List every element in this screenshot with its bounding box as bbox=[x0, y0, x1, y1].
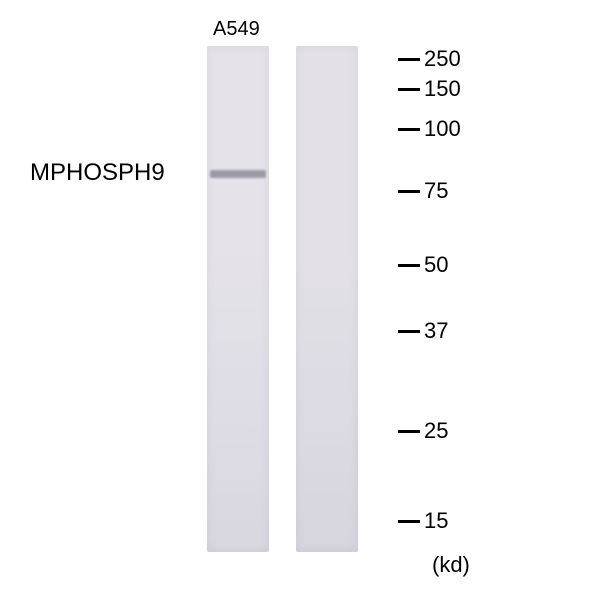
lane-0-band-0 bbox=[210, 170, 266, 178]
lane-1 bbox=[296, 46, 358, 552]
marker-text-4: 50 bbox=[424, 252, 448, 278]
western-blot-figure: MPHOSPH9 A549 250 150 100 75 50 37 25 15… bbox=[0, 0, 608, 608]
marker-tick-3 bbox=[398, 190, 420, 193]
marker-text-7: 15 bbox=[424, 508, 448, 534]
lane-label-0: A549 bbox=[213, 18, 260, 41]
marker-text-3: 75 bbox=[424, 178, 448, 204]
marker-text-1: 150 bbox=[424, 76, 461, 102]
marker-tick-2 bbox=[398, 128, 420, 131]
marker-tick-5 bbox=[398, 330, 420, 333]
marker-text-6: 25 bbox=[424, 418, 448, 444]
marker-text-2: 100 bbox=[424, 116, 461, 142]
marker-tick-4 bbox=[398, 264, 420, 267]
marker-text-5: 37 bbox=[424, 318, 448, 344]
marker-tick-6 bbox=[398, 430, 420, 433]
lane-0 bbox=[207, 46, 269, 552]
marker-text-0: 250 bbox=[424, 46, 461, 72]
marker-tick-7 bbox=[398, 520, 420, 523]
unit-label: (kd) bbox=[432, 552, 470, 578]
protein-label: MPHOSPH9 bbox=[30, 159, 165, 187]
marker-tick-1 bbox=[398, 88, 420, 91]
marker-tick-0 bbox=[398, 58, 420, 61]
